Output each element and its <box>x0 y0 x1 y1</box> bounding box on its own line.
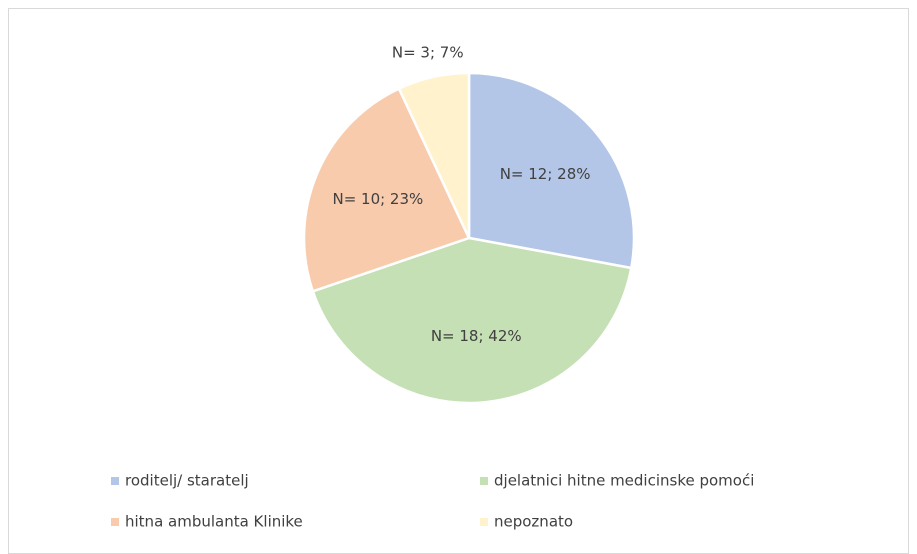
data-label: N= 18; 42% <box>431 327 522 345</box>
legend-label: hitna ambulanta Klinike <box>125 513 303 531</box>
pie-slice <box>467 71 636 270</box>
data-label: N= 12; 28% <box>500 165 591 183</box>
legend-label: roditelj/ staratelj <box>125 472 249 490</box>
pie-slice <box>311 236 633 405</box>
legend-swatch <box>480 477 488 485</box>
legend-swatch <box>111 518 119 526</box>
data-label: N= 10; 23% <box>332 190 423 208</box>
legend-label: djelatnici hitne medicinske pomoći <box>494 472 754 490</box>
legend-swatch <box>480 518 488 526</box>
pie-slice <box>397 71 471 239</box>
legend-swatch <box>111 477 119 485</box>
legend-label: nepoznato <box>494 513 573 531</box>
data-label: N= 3; 7% <box>392 43 464 61</box>
pie-slice <box>302 86 471 293</box>
